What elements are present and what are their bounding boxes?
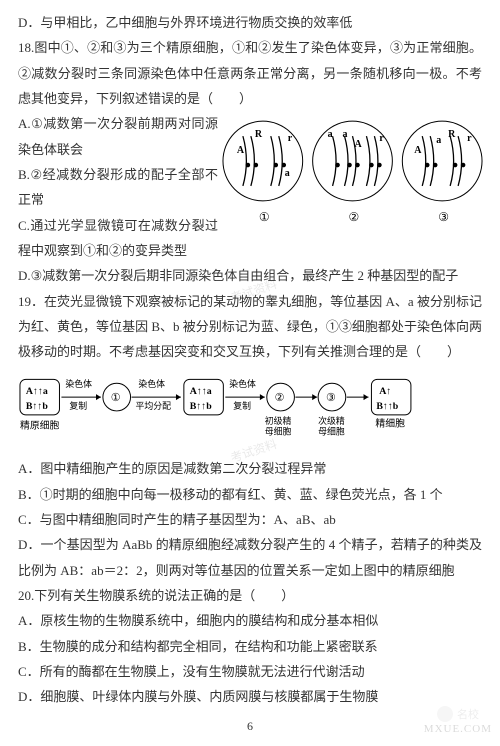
svg-text:①: ① xyxy=(111,392,121,404)
q20-option-c: C．所有的酶都在生物膜上，没有生物膜就无法进行代谢活动 xyxy=(18,659,482,684)
q18-stem: 18.图中①、②和③为三个精原细胞，①和②发生了染色体变异，③为正常细胞。②减数… xyxy=(18,35,482,111)
q20-option-b: B．生物膜的成分和结构都完全相同，在结构和功能上紧密联系 xyxy=(18,634,482,659)
q19-option-c: C．与图中精细胞同时产生的精子基因型为：A、aB、ab xyxy=(18,507,482,532)
q19-flow-diagram: A↑↑a B↑↑b 精原细胞 染色体 复制 ① 染色体 平均分配 A↑↑a B↑… xyxy=(18,369,482,444)
svg-text:A: A xyxy=(414,145,422,156)
svg-text:B↑↑b: B↑↑b xyxy=(190,401,212,412)
svg-text:染色体: 染色体 xyxy=(229,378,256,389)
svg-text:次级精: 次级精 xyxy=(318,415,345,426)
svg-text:A↑↑a: A↑↑a xyxy=(26,386,48,397)
svg-text:②: ② xyxy=(275,392,285,404)
q17-option-d: D．与甲相比，乙中细胞与外界环境进行物质交换的效率低 xyxy=(18,10,482,35)
svg-text:B↑↑b: B↑↑b xyxy=(26,401,48,412)
q18-option-a: A.①减数第一次分裂前期两对同源染色体联会 xyxy=(18,111,218,162)
svg-text:r: r xyxy=(379,133,384,144)
svg-text:母细胞: 母细胞 xyxy=(318,425,345,436)
svg-text:母细胞: 母细胞 xyxy=(265,425,292,436)
svg-text:染色体: 染色体 xyxy=(65,378,92,389)
svg-text:a: a xyxy=(343,129,348,140)
svg-text:染色体: 染色体 xyxy=(138,378,165,389)
svg-text:A: A xyxy=(354,139,362,150)
svg-text:精细胞: 精细胞 xyxy=(375,417,405,430)
q20-stem: 20.下列有关生物膜系统的说法正确的是（ ） xyxy=(18,583,482,608)
svg-text:A↑: A↑ xyxy=(379,386,391,397)
q20-option-d: D．细胞膜、叶绿体内膜与外膜、内质网膜与核膜都属于生物膜 xyxy=(18,684,482,709)
svg-text:③: ③ xyxy=(438,210,449,224)
q18-option-d: D.③减数第一次分裂后期非同源染色体自由组合，最终产生 2 种基因型的配子 xyxy=(18,263,482,288)
svg-text:③: ③ xyxy=(326,392,336,404)
svg-text:a: a xyxy=(285,168,290,179)
svg-text:R: R xyxy=(255,129,263,140)
q19-option-d: D．一个基因型为 AaBb 的精原细胞经减数分裂产生的 4 个精子，若精子的种类… xyxy=(18,532,482,583)
svg-text:初级精: 初级精 xyxy=(265,415,292,426)
svg-text:r: r xyxy=(467,133,472,144)
svg-text:复制: 复制 xyxy=(233,400,251,411)
svg-text:r: r xyxy=(288,133,293,144)
svg-text:复制: 复制 xyxy=(69,400,87,411)
q19-option-b: B．①时期的细胞中向每一极移动的都有红、黄、蓝、绿色荧光点，各 1 个 xyxy=(18,482,482,507)
q19-option-a: A．图中精细胞产生的原因是减数第二次分裂过程异常 xyxy=(18,456,482,481)
q18-cell-diagram: R A r a ① a a A r ② A a R r ③ xyxy=(215,111,490,231)
svg-text:精原细胞: 精原细胞 xyxy=(20,419,60,432)
q20-option-a: A．原核生物的生物膜系统中，细胞内的膜结构和成分基本相似 xyxy=(18,608,482,633)
svg-text:a: a xyxy=(436,135,441,146)
svg-text:A↑↑a: A↑↑a xyxy=(190,386,212,397)
footer-watermark: MXUE.COM xyxy=(424,719,492,740)
svg-text:A: A xyxy=(237,145,245,156)
svg-text:B↑↑b: B↑↑b xyxy=(376,401,398,412)
q18-option-c: C.通过光学显微镜可在减数分裂过程中观察到①和②的变异类型 xyxy=(18,213,218,264)
svg-text:平均分配: 平均分配 xyxy=(135,400,171,411)
q19-stem: 19．在荧光显微镜下观察被标记的某动物的睾丸细胞，等位基因 A、a 被分别标记为… xyxy=(18,289,482,365)
svg-text:①: ① xyxy=(259,210,270,224)
q18-option-b: B.②经减数分裂形成的配子全部不正常 xyxy=(18,162,218,213)
svg-text:R: R xyxy=(448,129,456,140)
svg-text:a: a xyxy=(328,129,333,140)
svg-text:②: ② xyxy=(349,210,360,224)
